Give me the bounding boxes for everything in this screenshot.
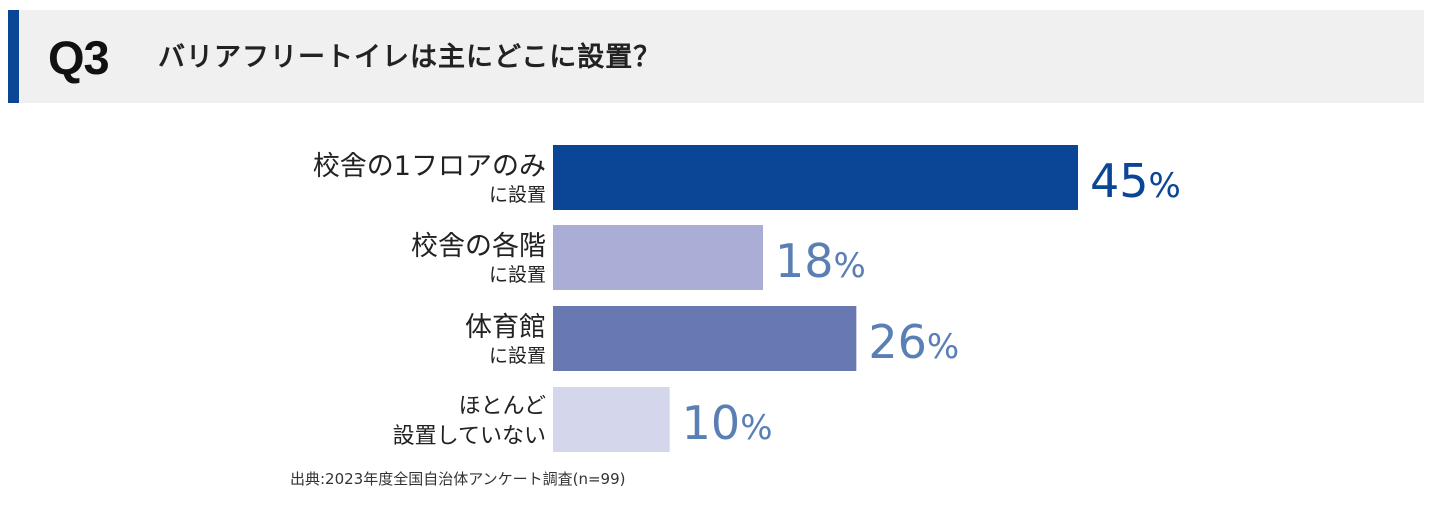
value-label-4: 10% xyxy=(682,396,773,450)
category-label-2-line-2: に設置 xyxy=(489,264,546,286)
bar-4 xyxy=(553,387,670,452)
category-label-3-line-2: に設置 xyxy=(489,345,546,367)
header-accent-bar xyxy=(8,10,19,103)
question-number: Q3 xyxy=(48,31,110,84)
value-label-2: 18% xyxy=(775,234,866,288)
category-label-4-line-2: 設置していない xyxy=(393,424,546,449)
source-note: 出典:2023年度全国自治体アンケート調査(n=99) xyxy=(290,470,626,488)
category-label-4-line-1: ほとんど xyxy=(459,394,546,419)
category-label-2-line-1: 校舎の各階 xyxy=(411,231,546,262)
value-label-3: 26% xyxy=(868,315,959,369)
question-header: Q3 バリアフリートイレは主にどこに設置？ xyxy=(8,10,1424,103)
category-label-1-line-2: に設置 xyxy=(489,184,546,206)
question-title: バリアフリートイレは主にどこに設置？ xyxy=(158,42,662,73)
bar-2 xyxy=(553,225,763,290)
category-label-3-line-1: 体育館 xyxy=(465,312,546,343)
value-label-1: 45% xyxy=(1090,154,1181,208)
category-label-1-line-1: 校舎の1フロアのみ xyxy=(313,151,546,182)
bar-3 xyxy=(553,306,857,371)
bar-1 xyxy=(553,145,1078,210)
